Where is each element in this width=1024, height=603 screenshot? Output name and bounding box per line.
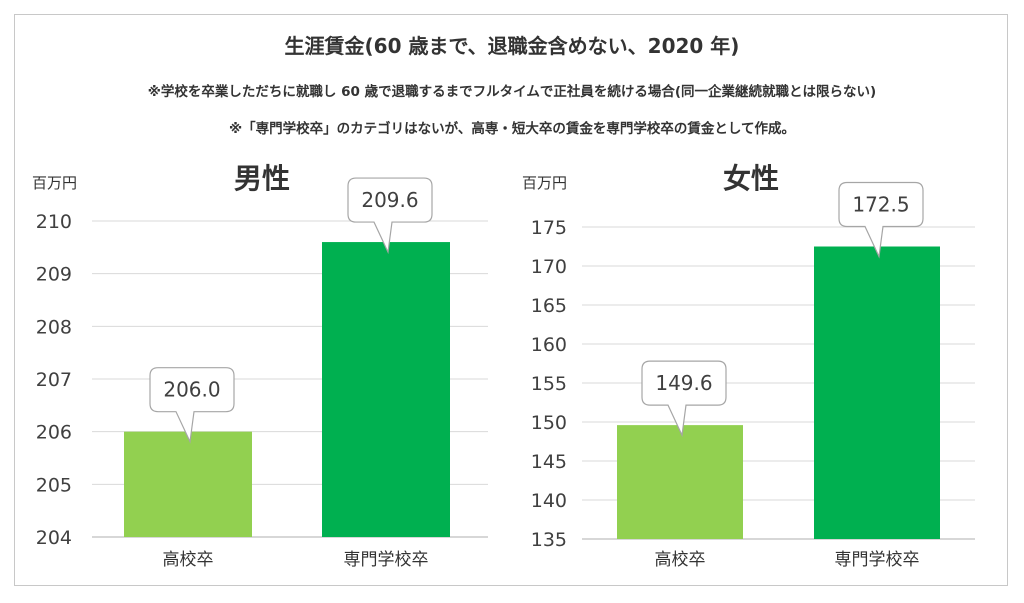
female-bar-senmon	[814, 246, 940, 539]
female-data-label: 172.5	[852, 193, 909, 217]
female-y-tick-label: 140	[531, 490, 567, 512]
female-y-tick-label: 170	[531, 256, 567, 278]
male-data-label: 206.0	[163, 378, 220, 402]
female-panel-title: 女性	[723, 162, 779, 195]
female-y-tick-label: 175	[531, 217, 567, 239]
male-y-tick-label: 205	[36, 474, 72, 496]
female-y-tick-label: 160	[531, 334, 567, 356]
male-category-label: 専門学校卒	[344, 550, 429, 570]
female-data-label: 149.6	[655, 371, 712, 395]
male-value-callout	[149, 367, 235, 444]
male-value-callout	[347, 177, 433, 255]
male-bar-koukou	[124, 431, 252, 537]
female-value-callout	[838, 181, 924, 259]
female-y-tick-label: 155	[531, 373, 567, 395]
note-2: ※「専門学校卒」のカテゴリはないが、高専・短大卒の賃金を専門学校卒の賃金として作…	[229, 121, 795, 137]
male-y-tick-label: 209	[36, 264, 72, 286]
chart-title: 生涯賃金(60 歳まで、退職金含めない、2020 年)	[284, 34, 740, 58]
male-y-tick-label: 208	[36, 316, 72, 338]
male-y-tick-label: 207	[36, 369, 72, 391]
female-y-tick-label: 165	[531, 295, 567, 317]
male-y-tick-label: 210	[36, 211, 72, 233]
male-category-label: 高校卒	[163, 550, 214, 570]
female-bar-koukou	[617, 425, 743, 539]
female-category-label: 高校卒	[655, 550, 706, 570]
male-data-label: 209.6	[361, 188, 418, 212]
female-y-tick-label: 150	[531, 412, 567, 434]
male-y-tick-label: 206	[36, 422, 72, 444]
male-unit-label: 百万円	[32, 174, 77, 192]
female-category-label: 専門学校卒	[835, 550, 920, 570]
female-y-tick-label: 145	[531, 451, 567, 473]
female-y-tick-label: 135	[531, 529, 567, 551]
female-unit-label: 百万円	[522, 174, 567, 192]
male-panel-title: 男性	[234, 162, 290, 195]
female-value-callout	[641, 360, 727, 438]
male-bar-senmon	[322, 242, 450, 538]
note-1: ※学校を卒業しただちに就職し 60 歳で退職するまでフルタイムで正社員を続ける場…	[147, 84, 877, 100]
male-y-tick-label: 204	[36, 527, 72, 549]
